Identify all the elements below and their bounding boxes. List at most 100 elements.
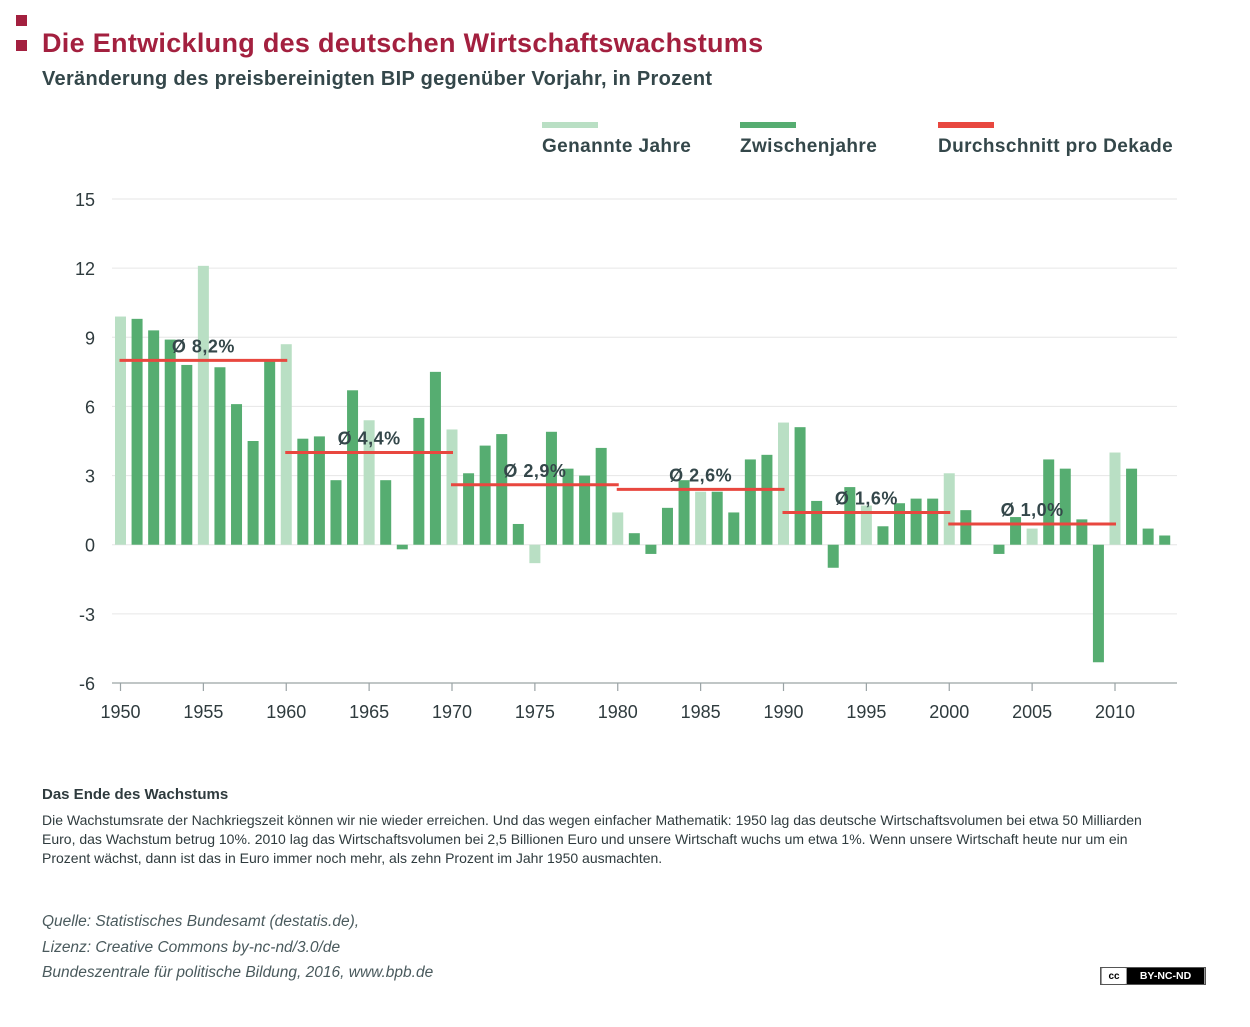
bar-intermediate-year [181,364,193,545]
bar-named-year [860,505,872,545]
x-tick-label: 1955 [183,702,223,722]
bar-intermediate-year [1126,468,1138,545]
x-tick-label: 1980 [598,702,638,722]
bar-intermediate-year [264,360,276,545]
title-marker-square-bottom [16,40,27,51]
bar-intermediate-year [960,510,972,545]
bar-intermediate-year [1092,544,1104,663]
y-tick-label: 6 [85,397,95,417]
creative-commons-icon: cc [1102,968,1126,984]
bar-named-year [446,429,458,545]
bar-named-year [778,422,789,545]
x-tick-label: 1965 [349,702,389,722]
bar-named-year [1109,452,1121,545]
bar-named-year [529,544,541,564]
bar-intermediate-year [214,367,226,545]
bar-intermediate-year [347,390,359,545]
title-marker-square-top [16,15,27,26]
x-tick-label: 1950 [100,702,140,722]
bar-intermediate-year [678,480,690,545]
note-heading: Das Ende des Wachstums [42,786,229,803]
bar-named-year [695,491,707,545]
x-tick-label: 2000 [929,702,969,722]
legend-label-intermediate-years: Zwischenjahre [740,136,878,157]
source-line-statistics: Quelle: Statistisches Bundesamt (destati… [42,913,360,930]
x-tick-label: 2005 [1012,702,1052,722]
decade-average-label: Ø 4,4% [338,429,401,449]
bar-named-year [1026,528,1038,545]
x-tick-label: 2010 [1095,702,1135,722]
bar-intermediate-year [661,507,673,545]
bar-intermediate-year [827,544,839,568]
legend-swatch-intermediate-years [740,122,796,128]
bar-intermediate-year [1043,459,1055,545]
decade-average-label: Ø 1,6% [835,488,898,508]
bar-intermediate-year [844,487,856,545]
bar-intermediate-year [429,371,441,545]
source-line-publisher: Bundeszentrale für politische Bildung, 2… [42,964,434,981]
bar-intermediate-year [1142,528,1154,545]
bar-intermediate-year [512,523,524,545]
legend-swatch-decade-average [938,122,994,128]
bar-intermediate-year [1059,468,1071,545]
bar-intermediate-year [927,498,939,545]
bar-intermediate-year [297,438,309,545]
y-tick-label: 3 [85,467,95,487]
decade-average-label: Ø 2,6% [669,465,732,485]
bar-intermediate-year [479,445,491,545]
bar-intermediate-year [744,459,756,545]
legend-swatch-named-years [542,122,598,128]
bar-intermediate-year [628,533,640,545]
cc-license-badge: cc BY-NC-ND [1100,967,1206,985]
bar-intermediate-year [645,544,657,554]
bar-intermediate-year [811,500,823,545]
bar-intermediate-year [562,468,574,545]
bar-intermediate-year [313,436,325,545]
bar-intermediate-year [794,427,806,545]
bar-intermediate-year [1010,517,1022,545]
bar-intermediate-year [463,473,475,545]
bar-intermediate-year [496,434,508,545]
x-tick-label: 1960 [266,702,306,722]
x-tick-label: 1995 [846,702,886,722]
bar-intermediate-year [148,330,160,545]
y-tick-label: -6 [79,674,95,694]
legend-label-decade-average: Durchschnitt pro Dekade [938,136,1174,157]
bar-intermediate-year [579,475,591,545]
bar-intermediate-year [247,441,259,545]
y-tick-label: -3 [79,605,95,625]
x-tick-label: 1985 [681,702,721,722]
bar-intermediate-year [711,491,723,545]
bar-intermediate-year [595,447,607,545]
x-tick-label: 1975 [515,702,555,722]
bar-intermediate-year [993,544,1005,554]
legend-label-named-years: Genannte Jahre [542,136,692,157]
bar-intermediate-year [396,544,408,550]
bar-intermediate-year [910,498,922,545]
y-tick-label: 12 [75,259,95,279]
bar-intermediate-year [728,512,740,545]
bar-intermediate-year [231,404,243,545]
y-tick-label: 9 [85,328,95,348]
decade-average-label: Ø 8,2% [172,336,235,356]
bar-intermediate-year [330,480,342,545]
bar-intermediate-year [894,503,906,545]
chart-title: Die Entwicklung des deutschen Wirtschaft… [42,28,764,58]
bar-intermediate-year [545,431,557,545]
bar-intermediate-year [1076,519,1088,545]
license-badge-text: BY-NC-ND [1127,968,1204,984]
x-tick-label: 1990 [763,702,803,722]
bar-named-year [943,473,955,545]
bar-named-year [612,512,624,545]
y-tick-label: 0 [85,536,95,556]
bar-intermediate-year [380,480,392,545]
x-tick-label: 1970 [432,702,472,722]
source-line-license: Lizenz: Creative Commons by-nc-nd/3.0/de [42,939,341,956]
bar-intermediate-year [413,417,425,545]
decade-average-label: Ø 1,0% [1001,500,1064,520]
bar-named-year [363,420,375,545]
bar-intermediate-year [131,318,143,545]
note-body: Die Wachstumsrate der Nachkriegszeit kön… [42,812,1142,866]
chart-subtitle: Veränderung des preisbereinigten BIP geg… [42,68,713,90]
